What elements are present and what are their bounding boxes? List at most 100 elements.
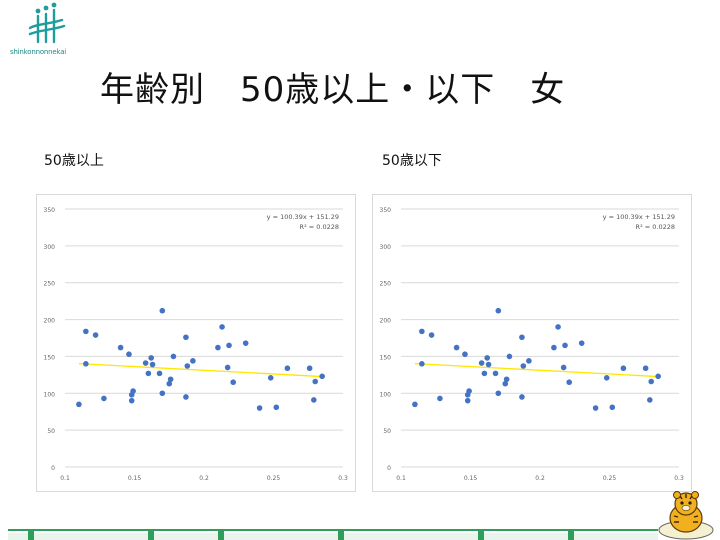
data-point xyxy=(101,395,107,402)
data-point xyxy=(428,332,435,338)
y-tick-label: 250 xyxy=(380,281,392,288)
trendline-equation: y = 100.39x + 151.29 xyxy=(267,213,339,221)
data-point xyxy=(478,360,485,366)
data-point xyxy=(603,375,610,381)
x-tick-label: 0.15 xyxy=(464,475,478,482)
data-point xyxy=(506,353,513,360)
data-point xyxy=(242,340,249,346)
data-point xyxy=(592,405,599,411)
y-tick-label: 250 xyxy=(44,281,56,288)
trendline xyxy=(414,362,659,378)
data-point xyxy=(502,380,509,387)
data-point xyxy=(92,332,99,338)
data-point xyxy=(148,355,154,361)
data-point xyxy=(648,378,654,385)
y-tick-label: 100 xyxy=(380,391,392,398)
data-point xyxy=(273,404,280,411)
x-tick-label: 0.2 xyxy=(535,475,545,482)
brand-logo-icon xyxy=(28,2,66,44)
data-point xyxy=(495,307,502,314)
y-tick-label: 100 xyxy=(44,391,56,398)
x-tick-label: 0.25 xyxy=(603,475,617,482)
data-point xyxy=(578,340,585,346)
x-tick-label: 0.15 xyxy=(128,475,142,482)
data-point xyxy=(183,334,189,341)
data-point xyxy=(167,376,174,383)
data-point xyxy=(166,380,173,387)
trendline xyxy=(78,362,323,378)
data-point xyxy=(555,324,561,330)
r-squared-label: R² = 0.0228 xyxy=(300,223,339,231)
data-point xyxy=(419,328,425,335)
data-point xyxy=(183,394,189,400)
data-point xyxy=(453,344,460,351)
y-tick-label: 300 xyxy=(380,244,392,251)
data-point xyxy=(128,397,135,404)
data-point xyxy=(215,344,221,351)
scatter-chart-over-50: 0 50 100 150 200 250 300 350 0.1 0.15 0.2 0.25 0.3 y … xyxy=(36,194,356,492)
data-point xyxy=(284,365,291,372)
data-point xyxy=(655,373,661,380)
data-point xyxy=(117,344,124,351)
data-point xyxy=(224,364,231,371)
data-point xyxy=(142,360,149,366)
data-point xyxy=(130,388,136,394)
data-point xyxy=(319,373,325,380)
data-point xyxy=(419,361,425,367)
y-tick-label: 350 xyxy=(44,207,56,214)
tiger-mascot-icon xyxy=(658,491,714,540)
data-point xyxy=(526,358,532,364)
data-point xyxy=(306,365,313,372)
y-tick-label: 150 xyxy=(380,354,392,361)
data-point xyxy=(156,370,163,377)
data-point xyxy=(226,342,232,349)
data-point xyxy=(126,351,132,358)
data-point xyxy=(562,342,568,349)
scatter-chart-svg: 0 50 100 150 200 250 300 350 0.1 0.15 0.2 0.25 0.3 y … xyxy=(44,207,348,482)
y-tick-label: 0 xyxy=(51,465,55,472)
data-point xyxy=(267,375,274,381)
y-tick-label: 150 xyxy=(44,354,56,361)
y-tick-label: 200 xyxy=(44,318,56,325)
right-chart-label: 50歳以下 xyxy=(382,153,442,169)
trendline-equation: y = 100.39x + 151.29 xyxy=(603,213,675,221)
brand-logo-text: shinkonnonnekai xyxy=(10,48,67,56)
scatter-chart-svg: 0 50 100 150 200 250 300 350 0.1 0.15 0.2 0.25 0.3 y … xyxy=(380,207,684,482)
data-point xyxy=(560,364,567,371)
data-point xyxy=(83,361,89,367)
data-point xyxy=(609,404,616,411)
x-tick-label: 0.1 xyxy=(60,475,70,482)
data-point xyxy=(464,397,471,404)
data-point xyxy=(312,378,319,385)
data-point xyxy=(647,397,653,403)
y-tick-label: 300 xyxy=(44,244,56,251)
r-squared-label: R² = 0.0228 xyxy=(636,223,675,231)
data-point xyxy=(190,358,196,364)
data-point xyxy=(437,395,443,402)
data-point xyxy=(492,370,499,377)
data-point xyxy=(83,328,89,335)
data-point xyxy=(256,405,263,411)
data-point xyxy=(311,397,317,403)
data-point xyxy=(412,401,418,408)
data-point xyxy=(520,363,527,369)
x-tick-label: 0.3 xyxy=(674,475,684,482)
x-tick-label: 0.2 xyxy=(199,475,209,482)
data-point xyxy=(145,370,152,377)
data-point xyxy=(76,401,82,408)
x-tick-label: 0.25 xyxy=(267,475,281,482)
y-tick-label: 350 xyxy=(380,207,392,214)
y-tick-label: 200 xyxy=(380,318,392,325)
y-tick-label: 0 xyxy=(387,465,391,472)
data-point xyxy=(566,379,572,386)
brand-logo: shinkonnonnekai xyxy=(4,2,84,60)
data-point xyxy=(495,390,502,397)
scatter-chart-under-50: 0 50 100 150 200 250 300 350 0.1 0.15 0.2 0.25 0.3 y … xyxy=(372,194,692,492)
data-point xyxy=(149,361,156,368)
data-point xyxy=(159,390,166,397)
data-point xyxy=(159,307,166,314)
data-point xyxy=(642,365,649,372)
data-point xyxy=(481,370,488,377)
data-point xyxy=(519,334,525,341)
data-point xyxy=(485,361,492,368)
